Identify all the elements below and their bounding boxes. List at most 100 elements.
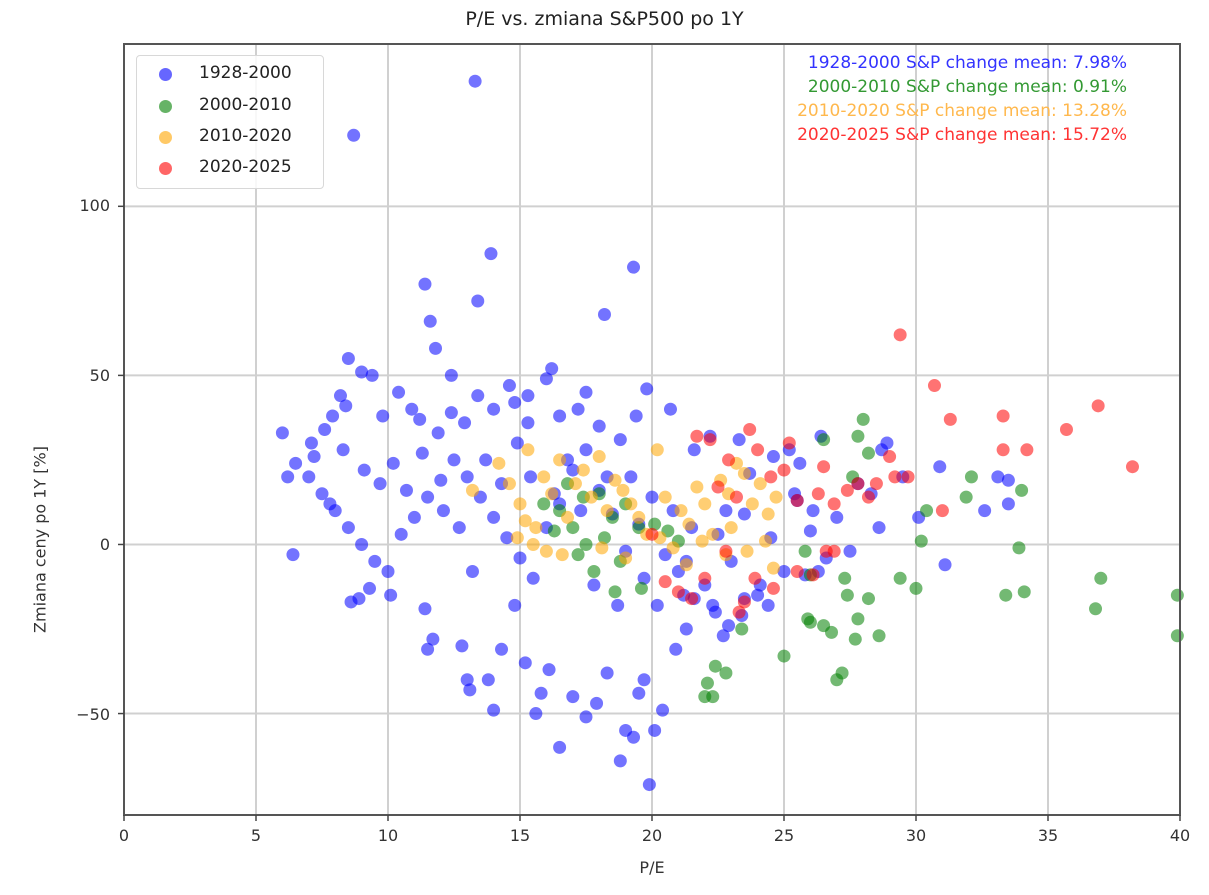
data-point — [663, 402, 677, 416]
data-point — [471, 389, 485, 403]
data-point — [521, 416, 535, 430]
data-point — [745, 497, 759, 511]
data-point — [1091, 399, 1105, 413]
data-point — [539, 372, 553, 386]
data-point — [888, 470, 902, 484]
data-point — [595, 541, 609, 555]
data-point — [851, 429, 865, 443]
data-point — [740, 544, 754, 558]
data-point — [333, 389, 347, 403]
data-point — [495, 642, 509, 656]
data-point — [545, 362, 559, 376]
data-point — [679, 558, 693, 572]
data-point — [674, 504, 688, 518]
grid-lines — [123, 44, 1181, 815]
data-point — [737, 595, 751, 609]
data-point — [748, 571, 762, 585]
data-point — [893, 571, 907, 585]
data-point — [719, 544, 733, 558]
data-point — [732, 433, 746, 447]
data-point — [627, 260, 641, 274]
data-point — [790, 494, 804, 508]
data-point — [510, 531, 524, 545]
data-point — [806, 504, 820, 518]
data-point — [706, 598, 720, 612]
data-point — [315, 487, 329, 501]
data-point — [685, 592, 699, 606]
data-point — [534, 686, 548, 700]
data-point — [650, 443, 664, 457]
mean-annotation-1928-2000: 1928-2000 S&P change mean: 7.98% — [807, 53, 1127, 73]
data-point — [426, 632, 440, 646]
data-point — [492, 456, 506, 470]
data-point — [524, 470, 538, 484]
data-point — [861, 592, 875, 606]
data-point — [759, 534, 773, 548]
data-point — [751, 443, 765, 457]
y-tick: −50 — [76, 705, 110, 724]
data-point — [521, 389, 535, 403]
data-point — [568, 477, 582, 491]
data-point — [1089, 602, 1103, 616]
data-point — [423, 314, 437, 328]
data-point — [729, 490, 743, 504]
data-point — [706, 527, 720, 541]
data-point — [991, 470, 1005, 484]
data-point — [825, 625, 839, 639]
mean-annotation-2000-2010: 2000-2010 S&P change mean: 0.91% — [807, 77, 1127, 97]
data-point — [645, 490, 659, 504]
data-point — [637, 571, 651, 585]
data-point — [1017, 585, 1031, 599]
data-point — [613, 433, 627, 447]
data-point — [336, 443, 350, 457]
data-point — [341, 521, 355, 535]
data-point — [286, 548, 300, 562]
data-point — [1020, 443, 1034, 457]
data-point — [553, 453, 567, 467]
legend-label: 2020-2025 — [199, 157, 292, 177]
data-point — [513, 497, 527, 511]
data-point — [827, 497, 841, 511]
data-point — [827, 544, 841, 558]
legend-item-1928-2000: 1928-2000 — [137, 60, 323, 90]
data-point — [597, 531, 611, 545]
data-point — [431, 426, 445, 440]
data-point — [801, 612, 815, 626]
x-tick: 30 — [905, 826, 927, 845]
data-point — [777, 565, 791, 579]
data-point — [883, 450, 897, 464]
data-point — [708, 659, 722, 673]
data-point — [415, 446, 429, 460]
data-point — [1001, 497, 1015, 511]
data-point — [487, 402, 501, 416]
data-point — [1094, 571, 1108, 585]
data-point — [648, 517, 662, 531]
data-point — [302, 470, 316, 484]
data-point — [571, 548, 585, 562]
data-point — [537, 497, 551, 511]
data-point — [463, 683, 477, 697]
data-point — [566, 463, 580, 477]
y-tick: 50 — [89, 366, 110, 385]
data-point — [1170, 588, 1184, 602]
data-point — [590, 696, 604, 710]
data-point — [518, 514, 532, 528]
data-point — [722, 453, 736, 467]
data-point — [735, 622, 749, 636]
data-point — [935, 504, 949, 518]
data-point — [769, 490, 783, 504]
x-tick: 35 — [1037, 826, 1059, 845]
x-tick: 15 — [509, 826, 531, 845]
data-point — [600, 504, 614, 518]
data-point — [914, 534, 928, 548]
data-point — [627, 730, 641, 744]
data-point — [413, 412, 427, 426]
data-point — [642, 778, 656, 792]
series-2010-2020 — [465, 443, 783, 575]
data-point — [421, 642, 435, 656]
y-tick: 0 — [99, 535, 110, 554]
data-point — [624, 470, 638, 484]
data-point — [587, 578, 601, 592]
data-point — [407, 510, 421, 524]
data-point — [355, 365, 369, 379]
